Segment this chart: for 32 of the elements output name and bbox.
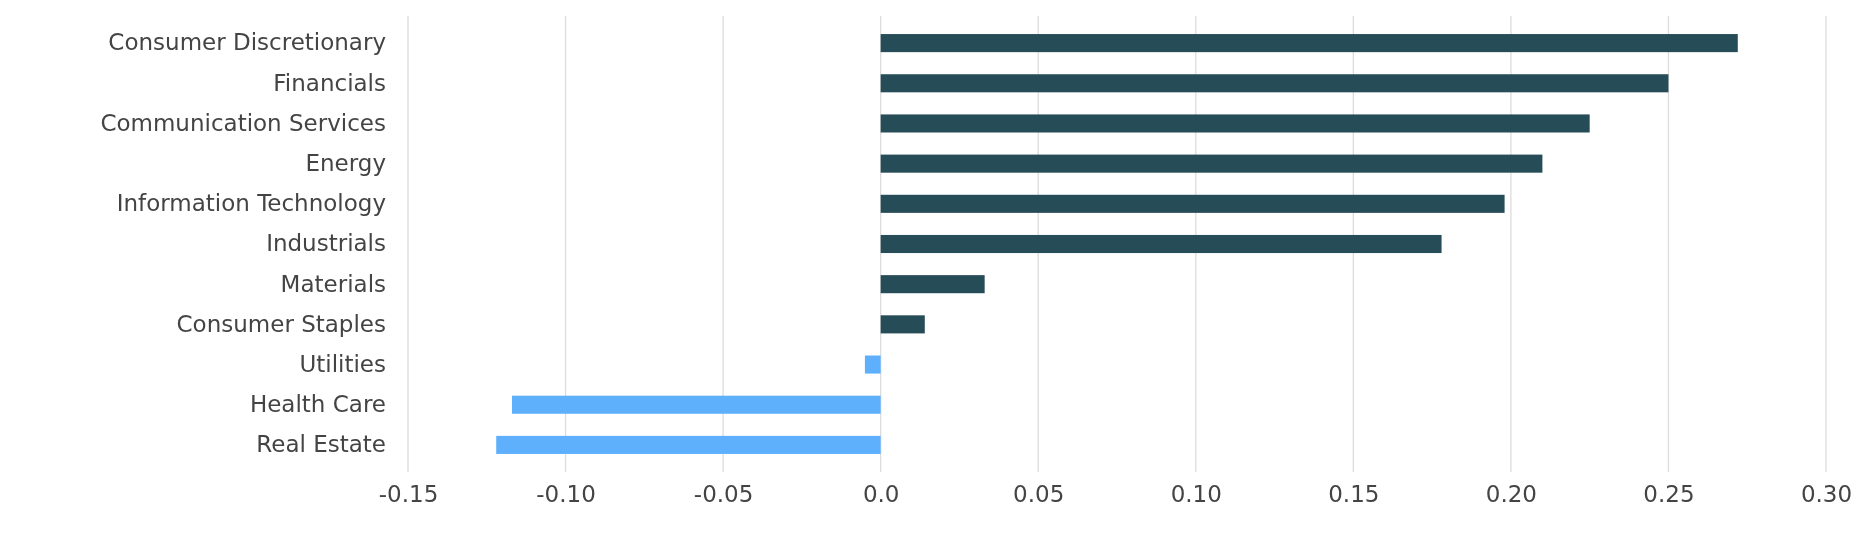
x-tick-label: -0.10 <box>536 481 596 508</box>
y-tick-label: Energy <box>305 150 386 176</box>
y-tick-label: Communication Services <box>100 109 386 136</box>
y-tick-label: Industrials <box>266 230 386 257</box>
x-tick-label: 0.25 <box>1643 481 1695 508</box>
bar <box>880 315 925 334</box>
y-tick-label: Real Estate <box>256 431 386 458</box>
y-tick-label: Consumer Discretionary <box>108 29 386 56</box>
x-tick-label: 0.05 <box>1013 481 1065 508</box>
bar <box>511 395 881 414</box>
x-tick-label: 0.20 <box>1485 481 1537 508</box>
y-tick-label: Consumer Staples <box>176 310 386 337</box>
bar <box>880 34 1738 53</box>
y-tick-label: Information Technology <box>116 190 386 217</box>
bar <box>880 234 1442 254</box>
y-tick-label: Utilities <box>299 350 386 377</box>
bar <box>864 355 881 374</box>
y-tick-label: Health Care <box>249 391 386 418</box>
x-tick-label: 0.0 <box>862 481 900 508</box>
x-tick-label: 0.15 <box>1328 481 1380 508</box>
bar <box>880 194 1505 213</box>
bar <box>880 154 1543 173</box>
bar <box>880 114 1590 133</box>
x-tick-label: -0.15 <box>378 481 439 508</box>
x-tick-label: -0.05 <box>693 481 754 508</box>
x-tick-label: 0.30 <box>1800 481 1853 508</box>
x-tick-label: 0.10 <box>1170 481 1222 508</box>
y-tick-label: Materials <box>280 270 386 297</box>
bar <box>880 74 1669 93</box>
bar <box>496 435 881 454</box>
bar <box>880 275 985 294</box>
y-tick-label: Financials <box>273 69 386 96</box>
